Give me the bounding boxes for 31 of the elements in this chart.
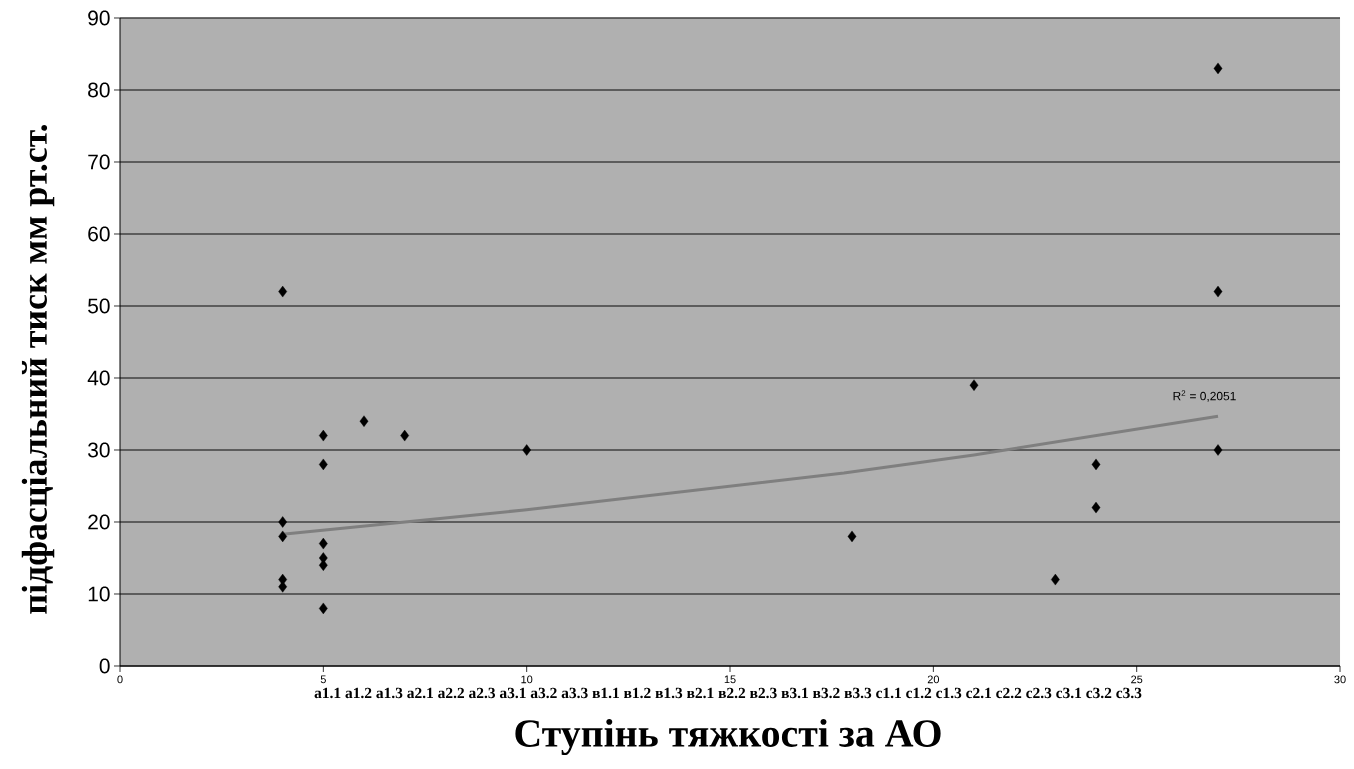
point bbox=[359, 415, 369, 427]
y-tick-label: 40 bbox=[87, 370, 110, 386]
x-tick-label: 0 bbox=[117, 675, 123, 684]
point bbox=[1091, 501, 1101, 514]
x-axis-title: Ступінь тяжкості за АО bbox=[515, 718, 941, 756]
y-tick-label: 60 bbox=[88, 226, 110, 242]
text: a1.1 a1.2 a1.3 a2.1 a2.2 a2.3 a3.1 a3.2 a3.3 в1.1 в1.2 в1.3 в2.1 в2.2 в2.3 в3.1 в3.2 в3.3 c1.1 c1.2 c1.3 c2.1 c2.2 c2.3 c3.1 c3.2 c3.3 bbox=[314, 687, 1142, 699]
point bbox=[1213, 62, 1223, 75]
x-tick-label: 10 bbox=[521, 675, 533, 684]
point bbox=[522, 444, 531, 456]
y-tick-label: 70 bbox=[88, 154, 110, 170]
y-tick-label: 90 bbox=[88, 10, 110, 26]
point bbox=[847, 530, 857, 543]
point bbox=[969, 379, 979, 391]
x-tick-label: 15 bbox=[724, 675, 736, 684]
y-tick-label: 50 bbox=[88, 298, 110, 314]
annotation: R$^{2}$ = 0,2051 bbox=[1173, 390, 1236, 402]
y-tick-label: 0 bbox=[99, 658, 110, 674]
point bbox=[1213, 285, 1223, 298]
y-tick-label: 30 bbox=[88, 442, 110, 458]
x-tick-label: 25 bbox=[1131, 675, 1143, 684]
y-axis-title: підфасціальний тиск мм рт.ст. bbox=[21, 124, 55, 614]
x-tick-label: 30 bbox=[1334, 675, 1346, 684]
y-tick-label: 10 bbox=[88, 586, 110, 602]
y-tick-label: 80 bbox=[88, 82, 110, 98]
y-tick-label: 20 bbox=[88, 514, 110, 530]
point bbox=[278, 516, 287, 528]
x-tick-label: 20 bbox=[927, 675, 940, 684]
x-tick-label: 5 bbox=[320, 675, 326, 684]
point bbox=[1091, 458, 1101, 471]
point bbox=[1213, 444, 1223, 456]
